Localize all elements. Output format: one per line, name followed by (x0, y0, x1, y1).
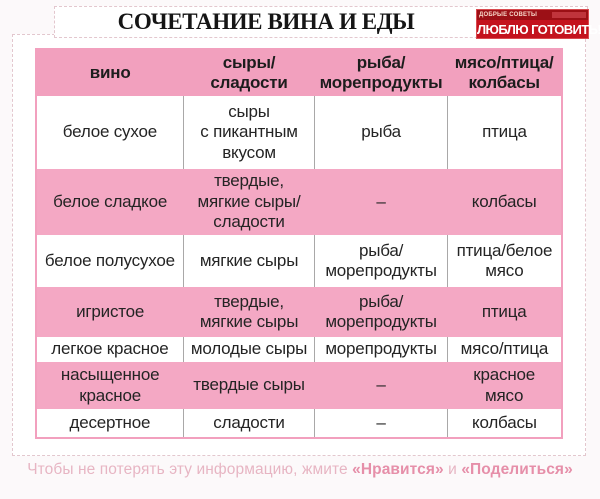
table-row: легкое красное молодые сыры морепродукты… (36, 337, 562, 362)
footer-note: Чтобы не потерять эту информацию, жмите … (0, 461, 600, 479)
column-header-wine: вино (36, 49, 184, 96)
cell-wine: белое полусухое (36, 235, 184, 287)
cell-cheese: твердые, мягкие сыры/ сладости (183, 169, 315, 235)
table-row: белое сухое сыры с пикантным вкусом рыба… (36, 96, 562, 169)
cell-cheese: мягкие сыры (182, 235, 315, 287)
logo-kicker: ДОБРЫЕ СОВЕТЫ (479, 12, 538, 18)
cell-meat: красное мясо (447, 362, 562, 409)
table-row: белое сладкое твердые, мягкие сыры/ слад… (36, 169, 562, 235)
footer-text: Чтобы не потерять эту информацию, жмите (27, 461, 353, 478)
cell-meat: птица (446, 96, 562, 169)
cell-fish: рыба (314, 96, 448, 169)
footer-conjunction: и (443, 461, 462, 478)
cell-cheese: сладости (182, 409, 315, 438)
cell-meat: колбасы (447, 169, 562, 235)
magazine-logo: ДОБРЫЕ СОВЕТЫ ЛЮБЛЮ ГОТОВИТЬ! (476, 9, 600, 39)
cell-meat: птица (447, 287, 562, 337)
cell-cheese: молодые сыры (182, 337, 315, 362)
table-row: белое полусухое мягкие сыры рыба/ морепр… (36, 235, 562, 287)
cell-cheese: сыры с пикантным вкусом (182, 96, 315, 169)
header-row: вино сыры/сладости рыба/ морепродукты мя… (36, 49, 562, 96)
cell-wine: игристое (36, 287, 184, 337)
column-header-fish-seafood: рыба/ морепродукты (314, 49, 448, 96)
cell-meat: мясо/птица (446, 337, 562, 362)
cell-fish: – (314, 169, 448, 235)
cell-meat: птица/белое мясо (446, 235, 562, 287)
wine-pairing-table: вино сыры/сладости рыба/ морепродукты мя… (35, 48, 563, 439)
cell-wine: насыщенное красное (36, 362, 184, 409)
cell-wine: белое сладкое (36, 169, 184, 235)
like-label: «Нравится» (352, 461, 444, 478)
cell-fish: – (314, 362, 448, 409)
cell-cheese: твердые сыры (183, 362, 315, 409)
cell-fish: – (314, 409, 448, 438)
logo-name: ЛЮБЛЮ ГОТОВИТЬ! (477, 22, 600, 37)
column-header-meat-poultry: мясо/птица/ колбасы (447, 49, 562, 96)
table-row: десертное сладости – колбасы (36, 409, 562, 438)
share-label: «Поделиться» (461, 461, 573, 478)
column-header-cheese-sweets: сыры/сладости (183, 49, 315, 96)
logo-top-strip: ДОБРЫЕ СОВЕТЫ (477, 10, 588, 20)
cell-wine: белое сухое (36, 96, 184, 169)
cell-wine: легкое красное (36, 337, 184, 362)
cell-fish: морепродукты (314, 337, 448, 362)
cell-wine: десертное (36, 409, 184, 438)
cell-fish: рыба/ морепродукты (314, 287, 448, 337)
cell-fish: рыба/ морепродукты (314, 235, 448, 287)
cell-cheese: твердые, мягкие сыры (183, 287, 315, 337)
table-row: игристое твердые, мягкие сыры рыба/ море… (36, 287, 562, 337)
logo-tagline-box (552, 12, 586, 18)
page-title: СОЧЕТАНИЕ ВИНА И ЕДЫ (117, 9, 415, 34)
cell-meat: колбасы (446, 409, 562, 438)
table-row: насыщенное красное твердые сыры – красно… (36, 362, 562, 409)
